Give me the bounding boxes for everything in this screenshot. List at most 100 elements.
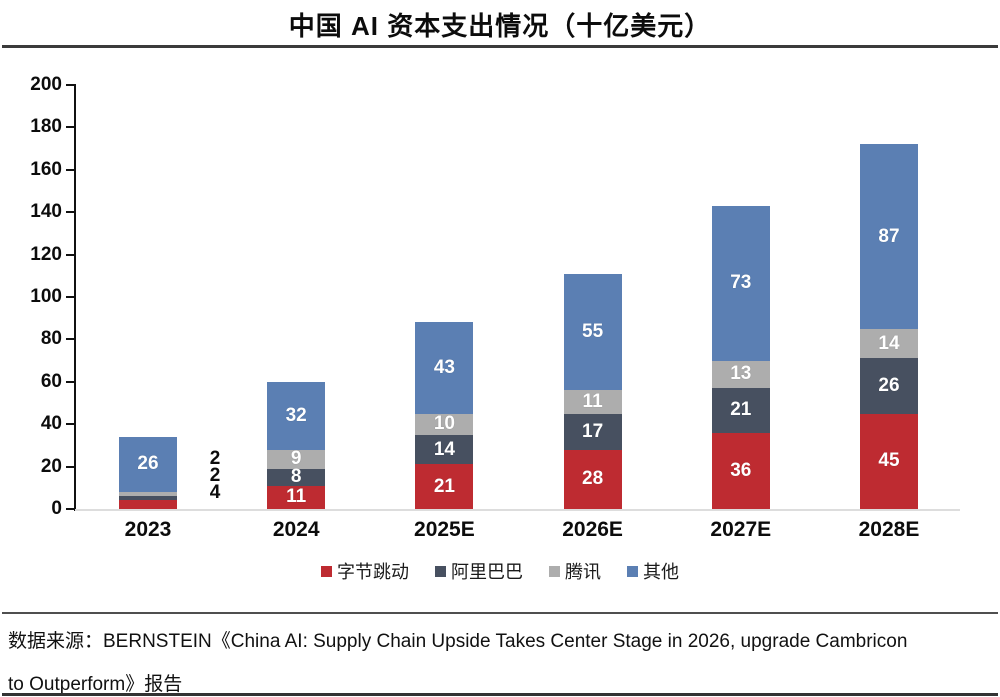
bar-segment-字节跳动 [119,500,177,509]
legend-item-阿里巴巴: 阿里巴巴 [435,558,523,584]
y-axis-tick [66,253,74,256]
bar-segment-阿里巴巴: 17 [563,413,622,450]
bar-segment-其他: 43 [415,322,474,414]
x-axis-label-2028E: 2028E [858,518,920,541]
bottom-border-line [2,693,998,696]
bar-segment-腾讯: 11 [563,390,622,414]
bar-segment-其他: 73 [711,205,770,361]
bar-segment-value: 11 [582,390,603,412]
bar-segment-字节跳动: 28 [563,449,622,509]
callout-value: 2 [209,448,221,469]
bar-segment-其他: 32 [267,381,326,450]
bar-segment-value: 26 [137,453,159,475]
bar-segment-value: 9 [290,448,302,470]
bar-segment-字节跳动: 21 [415,464,474,509]
bar-segment-腾讯: 13 [711,360,770,389]
stacked-bar-2026E: 55 11 17 28 [563,273,622,509]
y-axis-tick [66,211,74,214]
y-axis-tick [66,168,74,171]
y-axis-tick-label: 20 [40,455,62,477]
bar-segment-腾讯: 9 [267,448,326,470]
stacked-bar-2024: 32 9 8 11 [267,381,326,509]
bar-segment-value: 32 [285,404,307,426]
legend-label: 阿里巴巴 [451,562,523,582]
y-axis-tick [66,423,74,426]
y-axis-tick-label: 100 [30,286,62,307]
legend-color-swatch [321,565,332,577]
legend-item-腾讯: 腾讯 [549,558,601,584]
bar-segment-腾讯: 14 [860,328,918,359]
title-divider-line [2,45,998,48]
bar-segment-value: 45 [878,450,900,472]
bar-segment-字节跳动: 36 [711,432,770,509]
bar-segment-value: 14 [433,438,455,460]
bar-segment-其他: 55 [563,273,622,391]
bar-segment-value: 13 [730,363,752,385]
callout-value: 4 [209,482,221,503]
x-axis-label-2024: 2024 [272,518,320,541]
source-note: 数据来源：BERNSTEIN《China AI: Supply Chain Up… [8,620,998,697]
bar-segment-阿里巴巴: 21 [711,388,770,433]
bar-segment-value: 26 [878,375,900,397]
legend-item-其他: 其他 [627,558,679,584]
y-axis-tick [66,84,74,86]
bar-segment-value: 28 [582,468,604,490]
stacked-bar-2027E: 73 13 21 36 [711,205,770,509]
y-axis-tick-label: 180 [30,116,62,138]
y-axis-tick [66,126,74,129]
bar-segment-value: 21 [730,399,752,421]
y-axis-tick-label: 60 [40,370,62,392]
bar-segment-阿里巴巴: 8 [267,466,326,488]
bar-segment-value: 43 [433,357,455,379]
bar-segment-value: 8 [290,466,302,488]
x-axis-label-2027E: 2027E [710,518,772,541]
bar-segment-字节跳动: 45 [860,413,918,509]
legend-item-字节跳动: 字节跳动 [321,558,409,584]
source-line-1: 数据来源：BERNSTEIN《China AI: Supply Chain Up… [8,631,908,652]
bar-segment-value: 36 [730,459,752,481]
x-axis-baseline [75,509,960,511]
y-axis-tick [66,465,74,468]
y-axis-tick-label: 120 [30,243,62,265]
bar-segment-value: 14 [878,332,900,354]
bar-segment-腾讯 [119,492,177,497]
y-axis-tick-label: 160 [30,158,62,180]
legend-color-swatch [627,565,638,577]
stacked-bar-2023: 26 [119,436,177,509]
legend-label: 字节跳动 [337,562,409,582]
y-axis-line [74,84,76,511]
bar-segment-阿里巴巴 [119,496,177,501]
bar-segment-value: 55 [582,320,604,342]
chart-legend: 字节跳动 阿里巴巴 腾讯 其他 [0,558,1000,584]
bar-segment-value: 73 [730,272,752,294]
y-axis-tick [66,338,74,341]
y-axis-tick-label: 200 [30,74,62,95]
x-axis-label-2025E: 2025E [414,518,475,541]
bar-segment-阿里巴巴: 26 [860,358,918,414]
stacked-bar-2028E: 87 14 26 45 [860,144,918,509]
source-divider-line [2,612,998,614]
bar-segment-腾讯: 10 [415,413,474,435]
stacked-bar-2025E: 43 10 14 21 [415,322,474,509]
bar-segment-value: 10 [433,413,455,435]
legend-label: 腾讯 [565,562,601,582]
bar-segment-value: 11 [286,486,307,508]
legend-label: 其他 [643,562,679,582]
y-axis-tick-label: 40 [40,413,62,435]
chart-title: 中国 AI 资本支出情况（十亿美元） [288,11,712,41]
bar-segment-其他: 26 [119,436,177,493]
bar-segment-value: 21 [433,475,455,497]
bar-segment-字节跳动: 11 [267,485,326,509]
y-axis-tick [66,380,74,383]
y-axis-tick [66,296,74,298]
y-axis-tick [66,508,74,510]
y-axis-tick-label: 0 [51,498,62,519]
callout-value: 2 [209,465,221,486]
y-axis-tick-label: 80 [40,328,62,350]
bar-segment-其他: 87 [860,144,918,329]
legend-color-swatch [549,565,560,577]
bar-segment-value: 87 [878,225,900,247]
bar-segment-value: 17 [582,420,604,442]
